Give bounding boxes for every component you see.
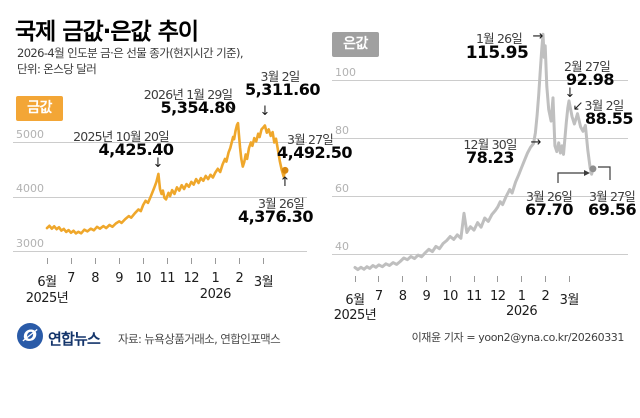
x-axis-tick — [354, 276, 356, 282]
gold-chart-badge: 금값 — [16, 96, 63, 121]
x-axis-tick — [262, 258, 264, 264]
x-axis-tick — [94, 258, 96, 264]
x-axis-tick — [118, 258, 120, 264]
x-axis-label: 10 — [135, 271, 151, 286]
x-axis-label: 10 — [442, 289, 458, 304]
x-axis-label: 9 — [422, 289, 431, 304]
x-axis-tick — [521, 276, 523, 282]
x-axis-tick — [425, 276, 427, 282]
x-axis-label: 2 — [235, 271, 244, 286]
data-source-text: 자료: 뉴욕상품거래소, 연합인포맥스 — [118, 332, 281, 346]
x-axis-label: 1 — [517, 289, 526, 304]
x-axis-label: 6월 — [37, 275, 57, 290]
subtitle-line1: 2026-4월 인도분 금·은 선물 종가(현지시간 기준), — [17, 46, 244, 60]
silver-mar2-value: 88.55 — [584, 109, 634, 128]
x-axis-tick — [568, 276, 570, 282]
x-axis-tick — [238, 258, 240, 264]
x-axis-tick — [544, 276, 546, 282]
right-arrow-icon: → — [530, 135, 542, 150]
gold-oct20-value: 4,425.40 — [98, 140, 174, 159]
y-axis-label: 40 — [335, 239, 349, 253]
silver-dec30-value: 78.23 — [465, 148, 515, 167]
x-axis-label: 1 — [211, 271, 220, 286]
year-label: 2025년 — [25, 291, 69, 306]
y-axis-label: 5000 — [16, 127, 44, 141]
y-axis-label: 80 — [335, 123, 349, 137]
x-axis-tick — [142, 258, 144, 264]
gold-mar27-date: 3월 27일 — [286, 132, 334, 147]
gold-last-price-dot — [281, 166, 289, 174]
gold-jan29-date: 2026년 1월 29일 — [143, 87, 233, 102]
reporter-credit-text: 이재윤 기자 = yoon2@yna.co.kr/20260331 — [411, 331, 625, 344]
y-axis-label: 4000 — [16, 182, 44, 196]
yonhap-brand-text: 연합뉴스 — [48, 330, 101, 348]
x-axis-label: 3월 — [559, 293, 580, 308]
year-label: 2025년 — [333, 308, 377, 323]
silver-last-price-dot — [589, 165, 597, 173]
silver-mar26-value: 67.70 — [524, 200, 574, 219]
x-axis-label: 7 — [67, 271, 75, 286]
x-axis-tick — [214, 258, 216, 264]
x-axis-tick — [378, 276, 380, 282]
x-axis-tick — [166, 258, 168, 264]
page-title: 국제 금값·은값 추이 — [15, 19, 199, 45]
silver-mar27-connector — [598, 166, 611, 180]
x-axis-label: 11 — [466, 289, 482, 304]
x-axis-label: 8 — [398, 289, 407, 304]
down-right-arrow-icon: ↘ — [225, 101, 237, 116]
year-label: 2026 — [199, 287, 232, 302]
down-arrow-icon: ↓ — [152, 156, 164, 171]
gridline — [332, 254, 628, 255]
gold-mar2-value: 5,311.60 — [245, 80, 320, 99]
x-axis-label: 2 — [541, 289, 550, 304]
silver-mar26-arrowhead-icon — [584, 170, 590, 176]
gold-mar26-value: 4,376.30 — [238, 207, 313, 226]
x-axis-tick — [402, 276, 404, 282]
x-axis-label: 3월 — [253, 275, 274, 290]
gridline — [13, 251, 307, 253]
x-axis-tick — [46, 258, 48, 264]
silver-jan26-value: 115.95 — [465, 43, 529, 63]
x-axis-label: 11 — [159, 271, 176, 286]
x-axis-label: 12 — [490, 289, 506, 304]
x-axis-label: 7 — [374, 289, 383, 304]
silver-chart-badge: 은값 — [332, 32, 379, 57]
up-arrow-icon: ↑ — [279, 175, 291, 190]
silver-mar27-value: 69.56 — [588, 200, 637, 219]
down-arrow-icon: ↓ — [259, 104, 271, 119]
x-axis-label: 6월 — [345, 293, 365, 308]
x-axis-tick — [497, 276, 499, 282]
gold-mar2-date: 3월 2일 — [260, 69, 301, 84]
y-axis-label: 3000 — [16, 236, 44, 250]
x-axis-label: 9 — [115, 271, 124, 286]
silver-mar27-date: 3월 27일 — [588, 189, 636, 204]
right-arrow-icon: → — [532, 29, 544, 44]
yonhap-logo-icon: Ø — [17, 323, 43, 349]
x-axis-tick — [449, 276, 451, 282]
x-axis-label: 12 — [183, 271, 200, 286]
x-axis-label: 8 — [91, 271, 99, 286]
gold-mar27-value: 4,492.50 — [277, 143, 352, 162]
x-axis-tick — [190, 258, 192, 264]
x-axis-tick — [70, 258, 72, 264]
subtitle-line2: 단위: 온스당 달러 — [17, 62, 97, 76]
x-axis-tick — [473, 276, 475, 282]
year-label: 2026 — [506, 304, 538, 319]
y-axis-label: 60 — [335, 181, 349, 195]
gold-jan29-value: 5,354.80 — [160, 98, 236, 117]
y-axis-label: 100 — [335, 65, 356, 79]
silver-mar26-connector — [557, 172, 584, 183]
